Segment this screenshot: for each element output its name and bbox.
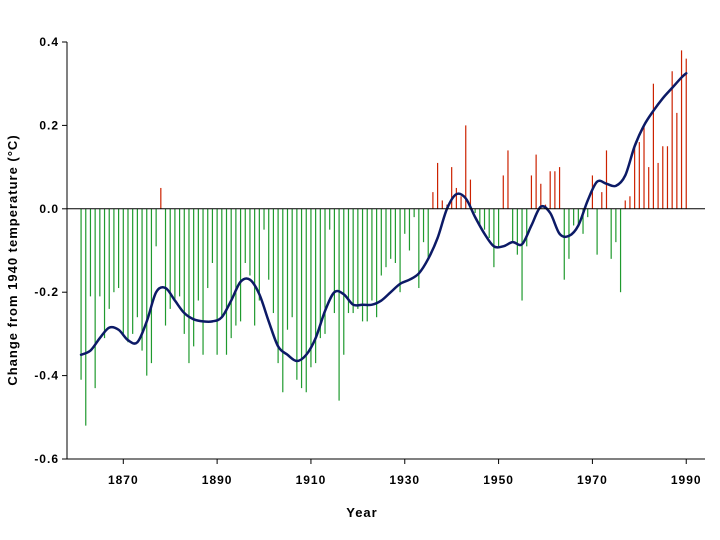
- x-tick-label: 1870: [108, 473, 139, 487]
- y-tick-label: -0.2: [34, 285, 59, 299]
- y-axis-title: Change from 1940 temperature (°C): [5, 134, 20, 385]
- y-tick-label: 0.4: [39, 35, 59, 49]
- y-tick-label: 0.2: [39, 118, 59, 132]
- y-tick-label: -0.4: [34, 369, 59, 383]
- x-tick-label: 1990: [671, 473, 702, 487]
- x-tick-label: 1890: [202, 473, 233, 487]
- y-tick-label: 0.0: [39, 202, 59, 216]
- x-axis-ticks: 1870 1890 1910 1930 1950 1970 1990: [108, 459, 702, 487]
- annual-anomaly-bars: [80, 50, 687, 426]
- x-tick-label: 1930: [389, 473, 420, 487]
- x-tick-label: 1950: [483, 473, 514, 487]
- y-axis-ticks: 0.4 0.2 0.0 -0.2 -0.4 -0.6: [34, 35, 67, 466]
- y-tick-label: -0.6: [34, 452, 59, 466]
- x-tick-label: 1910: [296, 473, 327, 487]
- x-tick-label: 1970: [577, 473, 608, 487]
- plot-area: [66, 42, 705, 460]
- x-axis-title: Year: [346, 505, 377, 520]
- smoothed-trend-line: [79, 72, 688, 363]
